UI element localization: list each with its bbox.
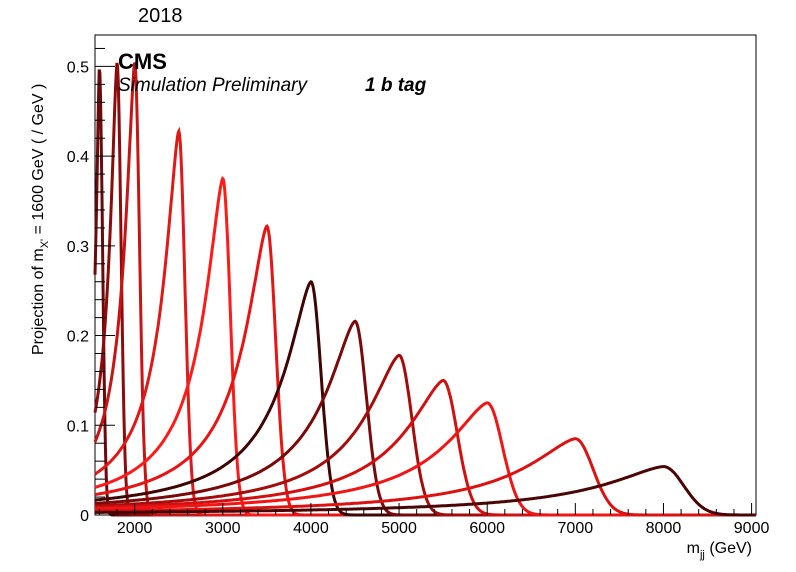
x-tick-label: 8000 — [646, 520, 682, 537]
simulation-label: Simulation Preliminary — [118, 75, 309, 96]
x-tick-label: 3000 — [205, 520, 241, 537]
y-tick-label: 0.1 — [67, 418, 89, 435]
series-line-3000 — [94, 175, 756, 517]
x-tick-label: 6000 — [469, 520, 505, 537]
y-axis-title-main: Projection of m — [30, 248, 47, 355]
x-tick-label: 2000 — [117, 520, 153, 537]
btag-label: 1 b tag — [365, 75, 427, 96]
x-axis-ticks: 2000 3000 4000 5000 6000 7000 8000 9000 — [98, 503, 770, 537]
series-line-3500 — [94, 223, 756, 517]
series-line-4000 — [94, 280, 756, 517]
y-tick-label: 0.4 — [67, 149, 89, 166]
series-line-2000 — [93, 62, 756, 517]
x-tick-label: 7000 — [558, 520, 594, 537]
x-axis-title-main: m — [687, 540, 700, 557]
y-tick-label: 0.2 — [67, 329, 89, 346]
y-axis-title: Projection of mX' = 1600 GeV ( / GeV ) — [30, 84, 51, 355]
cms-label: CMS — [118, 49, 167, 74]
y-tick-label: 0.3 — [67, 239, 89, 256]
x-tick-label: 4000 — [293, 520, 329, 537]
year-label: 2018 — [138, 5, 183, 27]
y-tick-label: 0.5 — [67, 59, 89, 76]
x-axis-title-sub: jj — [699, 549, 705, 561]
y-tick-label: 0 — [80, 508, 89, 525]
plot-frame — [94, 34, 757, 516]
y-axis-ticks: 0 0.1 0.2 0.3 0.4 0.5 — [67, 47, 115, 525]
series-line-1800 — [93, 62, 756, 517]
x-tick-label: 5000 — [381, 520, 417, 537]
series-line-2500 — [94, 126, 756, 517]
x-axis-title: mjj (GeV) — [687, 540, 752, 561]
series-line-1600 — [93, 69, 756, 517]
y-axis-title-rest: = 1600 GeV ( / GeV ) — [30, 84, 47, 239]
x-axis-title-unit: (GeV) — [705, 540, 752, 557]
curves-group — [93, 62, 756, 517]
y-axis-title-sub: X' — [39, 239, 51, 248]
x-tick-label: 9000 — [734, 520, 770, 537]
